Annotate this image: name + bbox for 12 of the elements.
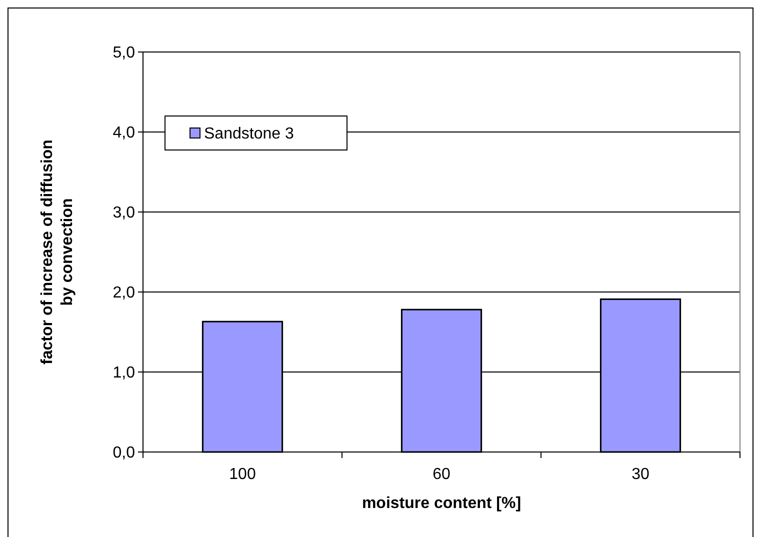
y-tick-label: 5,0	[112, 44, 136, 62]
y-tick-label: 1,0	[112, 364, 136, 382]
legend-label: Sandstone 3	[204, 126, 294, 143]
x-tick-label: 30	[632, 466, 650, 483]
y-tick-label: 2,0	[112, 284, 136, 302]
x-tick-label: 100	[229, 466, 256, 483]
y-tick-label: 3,0	[112, 204, 136, 222]
x-axis-title: moisture content [%]	[362, 495, 522, 512]
y-tick-label: 0,0	[112, 444, 136, 462]
y-tick-label: 4,0	[112, 124, 136, 142]
x-tick-label: 60	[432, 466, 450, 483]
y-axis-title: factor of increase of diffusion by convection	[39, 140, 76, 364]
